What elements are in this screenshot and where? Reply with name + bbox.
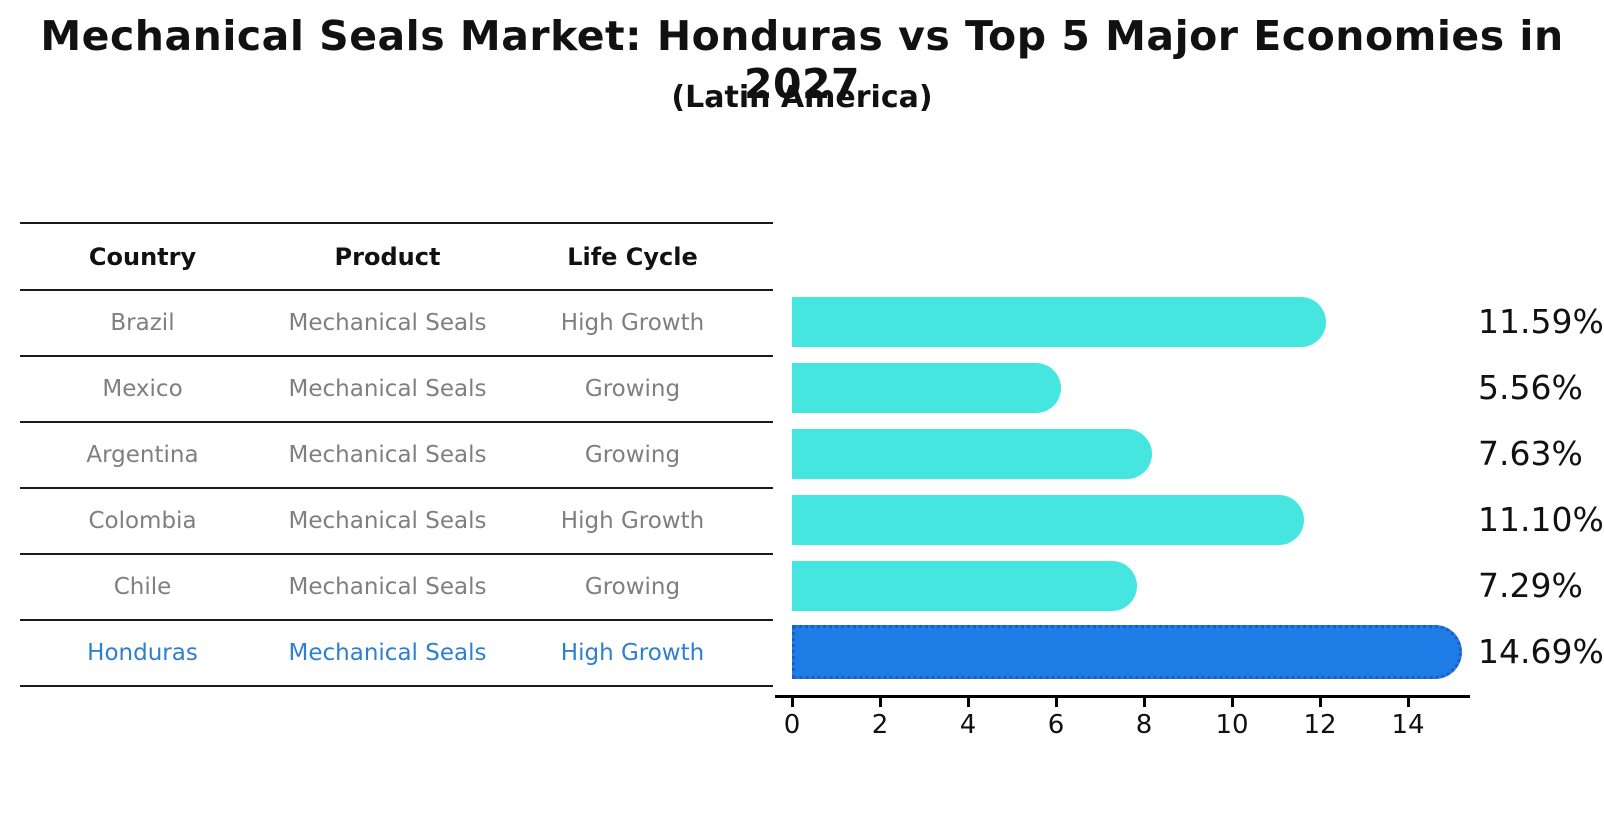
cell-product: Mechanical Seals [288, 442, 487, 468]
bar-value-label: 5.56% [1478, 368, 1583, 407]
cell-life-cycle: High Growth [560, 640, 705, 666]
cell-product: Mechanical Seals [288, 310, 487, 336]
x-axis-tick [967, 698, 970, 707]
cell-country: Colombia [88, 508, 197, 534]
bar-colombia [792, 495, 1305, 545]
table-header-row: Country Product Life Cycle [20, 224, 773, 291]
bar-plot: 11.59% 5.56% 7.63% 11.10% 7.29% 14.69% 0 2 4 6 8 10… [775, 280, 1604, 750]
column-header-country: Country [88, 242, 197, 271]
bar-value-label: 14.69% [1478, 632, 1604, 671]
cell-country: Argentina [86, 442, 199, 468]
x-axis-tick [1231, 698, 1234, 707]
cell-country: Chile [113, 574, 172, 600]
cell-country: Brazil [110, 310, 175, 336]
bar-brazil [792, 297, 1326, 347]
cell-life-cycle: Growing [584, 442, 681, 468]
cell-life-cycle: High Growth [560, 508, 705, 534]
bar-value-label: 7.63% [1478, 434, 1583, 473]
cell-country: Mexico [102, 376, 183, 402]
table-row-highlight: Honduras Mechanical Seals High Growth [20, 621, 773, 687]
table-row: Mexico Mechanical Seals Growing [20, 357, 773, 423]
table-row: Argentina Mechanical Seals Growing [20, 423, 773, 489]
x-axis-tick-label: 0 [783, 710, 801, 740]
bar-value-label: 11.59% [1478, 302, 1604, 341]
x-axis-tick-label: 10 [1215, 710, 1249, 740]
x-axis-line [775, 695, 1470, 698]
x-axis-tick-label: 6 [1047, 710, 1065, 740]
column-header-product: Product [334, 242, 441, 271]
x-axis-tick [1407, 698, 1410, 707]
bar-argentina [792, 429, 1152, 479]
cell-product: Mechanical Seals [288, 376, 487, 402]
cell-product: Mechanical Seals [288, 640, 487, 666]
x-axis-tick-label: 12 [1303, 710, 1337, 740]
chart-title: Mechanical Seals Market: Honduras vs Top… [40, 12, 1564, 108]
x-axis-tick [1319, 698, 1322, 707]
table-row: Colombia Mechanical Seals High Growth [20, 489, 773, 555]
cell-country: Honduras [87, 640, 198, 666]
bar-value-label: 11.10% [1478, 500, 1604, 539]
cell-life-cycle: High Growth [560, 310, 705, 336]
bar-chile [792, 561, 1137, 611]
table-row: Brazil Mechanical Seals High Growth [20, 291, 773, 357]
cell-life-cycle: Growing [584, 574, 681, 600]
cell-product: Mechanical Seals [288, 508, 487, 534]
cell-life-cycle: Growing [584, 376, 681, 402]
x-axis-tick [791, 698, 794, 707]
chart-subtitle: (Latin America) [671, 80, 933, 115]
x-axis-tick-label: 4 [959, 710, 977, 740]
table-row: Chile Mechanical Seals Growing [20, 555, 773, 621]
x-axis-tick [879, 698, 882, 707]
bar-honduras [792, 625, 1463, 679]
bar-value-label: 7.29% [1478, 566, 1583, 605]
bar-mexico [792, 363, 1061, 413]
x-axis-tick [1055, 698, 1058, 707]
x-axis-tick-label: 14 [1391, 710, 1425, 740]
column-header-life-cycle: Life Cycle [567, 242, 698, 271]
x-axis-tick-label: 8 [1135, 710, 1153, 740]
x-axis-tick [1143, 698, 1146, 707]
x-axis-tick-label: 2 [871, 710, 889, 740]
cell-product: Mechanical Seals [288, 574, 487, 600]
country-table: Country Product Life Cycle Brazil Mechan… [20, 222, 773, 687]
